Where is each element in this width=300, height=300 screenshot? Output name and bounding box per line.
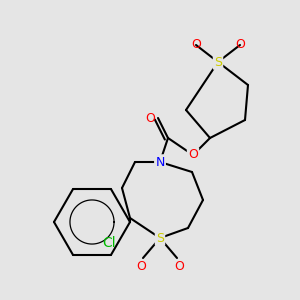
Text: N: N [155,155,165,169]
Text: O: O [191,38,201,52]
Text: O: O [145,112,155,124]
Text: O: O [235,38,245,52]
Text: O: O [136,260,146,272]
Text: Cl: Cl [102,236,116,250]
Text: O: O [174,260,184,272]
Text: S: S [156,232,164,244]
Text: O: O [188,148,198,161]
Text: S: S [214,56,222,68]
